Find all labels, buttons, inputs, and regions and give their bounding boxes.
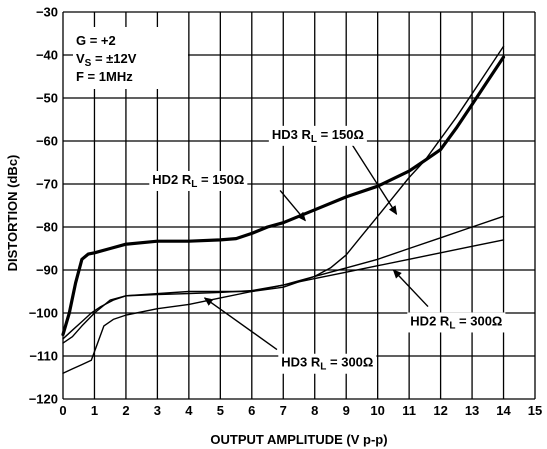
conditions-background xyxy=(73,27,188,89)
x-tick-label: 3 xyxy=(154,403,161,418)
y-tick-label: −70 xyxy=(36,177,58,192)
y-tick-label: −50 xyxy=(36,91,58,106)
annotation-label-1: HD3 RL = 150Ω xyxy=(272,127,364,145)
y-tick-label: −40 xyxy=(36,48,58,63)
frequency-label: F = 1MHz xyxy=(76,69,133,84)
x-tick-label: 9 xyxy=(343,403,350,418)
annotation-label-main: HD2 R xyxy=(152,172,192,187)
annotation-label-tail: = 150Ω xyxy=(317,127,364,142)
annotation-label-sub: L xyxy=(191,179,197,190)
y-tick-label: −100 xyxy=(29,306,58,321)
annotation-label-0: HD2 RL = 150Ω xyxy=(152,172,244,190)
annotation-label-main: HD3 R xyxy=(272,127,312,142)
annotation-label-2: HD2 RL = 300Ω xyxy=(410,313,502,331)
annotation-arrow-1 xyxy=(351,144,398,215)
x-tick-label: 7 xyxy=(280,403,287,418)
y-tick-label: −60 xyxy=(36,134,58,149)
annotation-label-sub: L xyxy=(311,134,317,145)
conditions-box: G = +2 VS = ±12V F = 1MHz xyxy=(73,27,188,89)
y-tick-label: −80 xyxy=(36,220,58,235)
x-tick-label: 11 xyxy=(402,403,416,418)
x-axis-title: OUTPUT AMPLITUDE (V p-p) xyxy=(210,432,387,447)
x-tick-label: 6 xyxy=(248,403,255,418)
y-tick-label: −90 xyxy=(36,263,58,278)
x-tick-label: 4 xyxy=(185,403,193,418)
gain-label: G = +2 xyxy=(76,33,116,48)
annotation-background-3 xyxy=(278,353,377,374)
x-tick-label: 1 xyxy=(91,403,98,418)
annotation-background-0 xyxy=(149,170,248,191)
series-line-0 xyxy=(61,55,506,337)
y-tick-label: −110 xyxy=(29,349,58,364)
annotation-arrow-3 xyxy=(203,297,278,351)
y-axis-title: DISTORTION (dBc) xyxy=(5,155,20,272)
x-tick-label: 2 xyxy=(122,403,129,418)
annotation-label-sub: L xyxy=(320,362,326,373)
series-line-2 xyxy=(62,239,505,344)
x-tick-label: 8 xyxy=(311,403,318,418)
x-tick-label: 5 xyxy=(217,403,224,418)
annotation-label-tail: = 150Ω xyxy=(197,172,244,187)
supply-voltage-value: = ±12V xyxy=(91,51,136,66)
annotation-label-tail: = 300Ω xyxy=(326,355,373,370)
annotation-background-2 xyxy=(407,312,506,333)
x-tick-label: 13 xyxy=(465,403,479,418)
y-tick-label: −120 xyxy=(29,392,58,407)
x-tick-label: 10 xyxy=(370,403,384,418)
supply-voltage-sub: S xyxy=(85,58,92,69)
annotation-label-main: HD3 R xyxy=(281,355,321,370)
supply-voltage-label: VS = ±12V xyxy=(76,51,137,69)
annotation-label-main: HD2 R xyxy=(410,313,450,328)
x-tick-label: 14 xyxy=(496,403,511,418)
x-tick-label: 0 xyxy=(59,403,66,418)
annotation-label-sub: L xyxy=(449,320,455,331)
annotation-label-tail: = 300Ω xyxy=(455,313,502,328)
x-tick-label: 12 xyxy=(433,403,447,418)
x-tick-label: 15 xyxy=(528,403,542,418)
annotation-background-1 xyxy=(268,125,367,146)
annotation-label-3: HD3 RL = 300Ω xyxy=(281,355,373,373)
supply-voltage-main: V xyxy=(76,51,85,66)
y-tick-label: −30 xyxy=(36,5,58,20)
annotation-arrow-0 xyxy=(279,190,306,222)
annotation-arrow-2 xyxy=(392,269,429,308)
